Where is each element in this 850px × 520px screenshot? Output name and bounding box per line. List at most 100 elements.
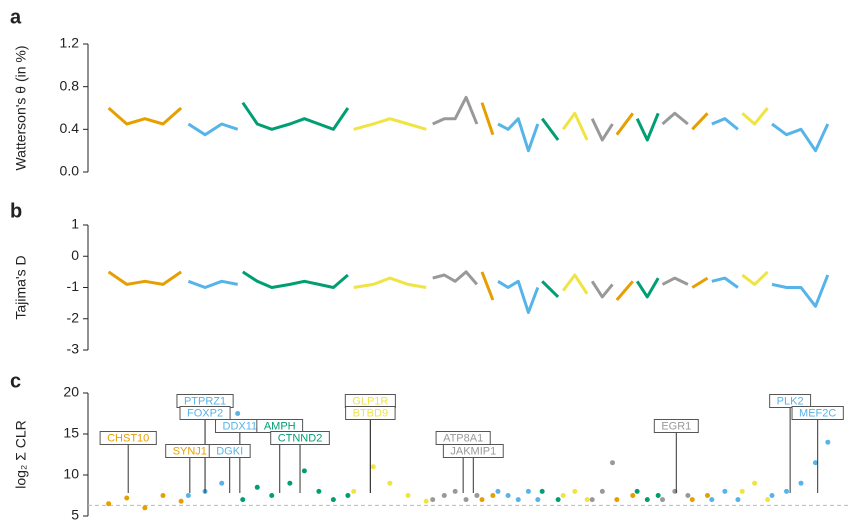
gene-label: PTPRZ1 [184,395,226,407]
point [405,493,411,498]
point [178,498,184,504]
point [655,493,661,498]
point [474,493,480,498]
gene-label: SYNJ1 [173,445,207,457]
point [423,498,429,504]
trend-line [711,276,739,289]
y-tick-label: -1 [67,278,80,294]
point [813,460,818,466]
trend-line [540,117,560,141]
gene-label: MEF2C [799,407,836,419]
point [387,480,393,486]
y-tick-label: -3 [67,341,80,357]
panel-label: a [10,6,22,28]
y-tick-label: 0.8 [60,77,80,93]
point [287,480,293,486]
trend-line [741,107,769,126]
point [452,488,458,494]
trend-line [480,271,495,301]
trend-line [241,101,350,131]
point [825,439,831,445]
point [142,505,148,511]
point [589,497,595,503]
point [685,493,691,498]
point [634,488,640,494]
point [351,488,357,494]
point [235,411,241,416]
gene-label: CTNND2 [278,432,323,444]
point [345,493,351,498]
gene-label: ATP8A1 [443,432,483,444]
y-tick-label: 1.2 [60,35,80,51]
point [124,495,130,501]
point [160,493,166,498]
point [599,488,605,494]
point [370,464,376,470]
trend-line [691,276,709,289]
trend-line [771,274,830,308]
point [798,480,804,486]
y-tick-label: 5 [71,507,79,520]
trend-line [741,270,769,286]
point [709,497,715,503]
trend-line [497,279,540,314]
point [584,497,590,503]
point [479,497,485,503]
trend-line [241,270,349,289]
point [535,497,541,503]
trend-line [107,270,182,286]
trend-line [590,280,614,299]
gene-label: AMPH [264,420,296,432]
gene-label: JAKMIP1 [450,445,496,457]
point [269,493,275,498]
point [430,497,436,503]
y-axis-label: log₂ Σ CLR [13,420,29,489]
point [525,488,531,494]
gene-label: FOXP2 [187,407,223,419]
trend-line [480,102,495,136]
point [240,497,246,503]
y-tick-label: 0.4 [60,120,80,136]
point [784,488,789,494]
point [555,497,561,503]
point [301,468,307,474]
gene-box [179,406,231,420]
point [330,497,336,503]
trend-line [590,118,614,142]
y-axis-label: Tajima's D [13,255,29,319]
point [644,497,650,503]
gene-label: CHST10 [107,432,149,444]
gene-box [99,431,157,445]
trend-line [353,276,427,289]
gene-box [791,406,844,420]
gene-box [345,406,396,420]
point [614,497,620,503]
y-axis-label: Watterson's θ (in %) [13,45,29,170]
gene-box [270,431,330,445]
trend-line [187,279,238,289]
trend-line [432,270,479,286]
point [739,488,745,494]
point [495,488,501,494]
trend-line [541,280,560,298]
point [610,460,615,466]
trend-line [661,111,689,126]
point [219,480,225,486]
gene-label: EGR1 [661,420,691,432]
y-tick-label: 20 [63,384,79,400]
point [254,484,260,490]
panel-label: b [10,200,22,222]
point [630,493,636,498]
y-tick-label: 0 [71,247,79,263]
point [505,493,511,498]
point [689,497,695,503]
point [752,480,758,486]
gene-box [442,444,504,458]
panel-label: c [10,370,21,392]
trend-line [561,111,589,141]
point [463,497,469,503]
point [704,493,710,498]
point [441,493,447,498]
gene-label: GLP1R [352,395,388,407]
